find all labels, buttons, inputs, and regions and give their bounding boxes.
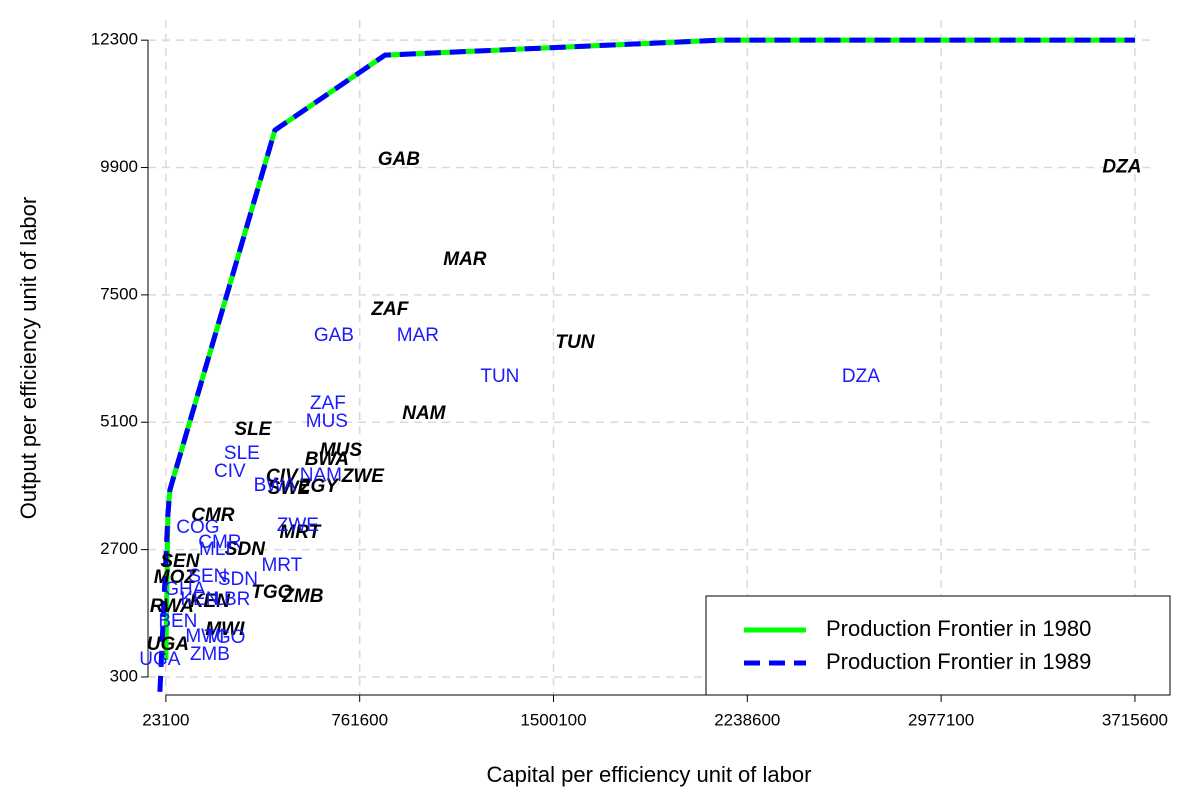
point-label: CMR [198,532,241,553]
point-label: DZA [1102,157,1141,178]
point-label: BEN [158,611,197,632]
legend-box [705,595,1171,696]
legend-label: Production Frontier in 1980 [826,616,1091,641]
point-label: SDN [225,539,266,560]
point-label: MAR [397,325,439,346]
point-label: ZWE [277,515,319,536]
point-label: NAM [402,403,446,424]
point-label: BWA [305,449,349,470]
frontier-line [157,37,1135,692]
point-label: CIV [266,466,299,487]
point-label: EGY [298,476,340,497]
point-label: SEN [188,566,227,587]
point-label: NAM [300,465,342,486]
point-label: MUS [306,411,348,432]
legend-label: Production Frontier in 1989 [826,649,1091,674]
x-axis-title: Capital per efficiency unit of labor [487,762,812,787]
point-label: ZAF [370,299,409,320]
point-label: MAR [443,249,487,270]
point-label: KEN [190,591,231,612]
y-tick-label: 5100 [100,412,138,431]
point-label: GAB [314,325,354,346]
point-label: MWI [205,619,245,640]
y-tick-label: 2700 [100,539,138,558]
point-label: TUN [555,332,595,353]
point-label: COG [176,517,219,538]
x-tick-label: 23100 [142,710,189,729]
point-label: CIV [214,461,246,482]
point-label: ZWE [341,466,386,487]
point-label: SLE [234,419,272,440]
y-axis-title: Output per efficiency unit of labor [16,197,41,519]
point-label: MLI [199,539,231,560]
point-label: DZA [842,366,880,387]
y-tick-label: 300 [110,666,138,685]
y-tick-label: 9900 [100,157,138,176]
point-label: ZMB [190,644,230,665]
point-label: MRT [279,522,321,543]
point-label: MOZ [154,567,198,588]
point-label: SEN [160,551,200,572]
frontier-line [163,37,1135,661]
point-label: MUS [320,440,363,461]
point-label: GAB [378,149,421,170]
point-label: ZAF [310,393,346,414]
point-label: RWA [150,596,194,617]
point-label: SDN [218,569,258,590]
point-label: CMR [191,505,235,526]
point-label: ZMB [281,586,323,607]
x-tick-label: 1500100 [520,710,586,729]
point-label: MRT [261,555,302,576]
point-label: TGO [251,582,292,603]
point-label: UGA [139,649,181,670]
point-label: SWZ [268,478,312,499]
y-tick-label: 7500 [100,284,138,303]
point-label: LBR [213,589,250,610]
x-tick-label: 2238600 [714,710,780,729]
point-label: MWI [185,626,224,647]
point-label: BWA [254,475,297,496]
x-tick-label: 761600 [331,710,388,729]
y-tick-label: 12300 [91,30,138,49]
point-label: TUN [480,366,519,387]
legend: Production Frontier in 1980 Production Fr… [705,595,1171,696]
point-label: KEN [180,589,219,610]
point-label: UGA [147,634,189,655]
point-label: TGO [204,627,245,648]
point-label: SLE [224,443,260,464]
x-tick-label: 2977100 [908,710,974,729]
x-tick-label: 3715600 [1102,710,1168,729]
point-label: GHA [164,579,206,600]
